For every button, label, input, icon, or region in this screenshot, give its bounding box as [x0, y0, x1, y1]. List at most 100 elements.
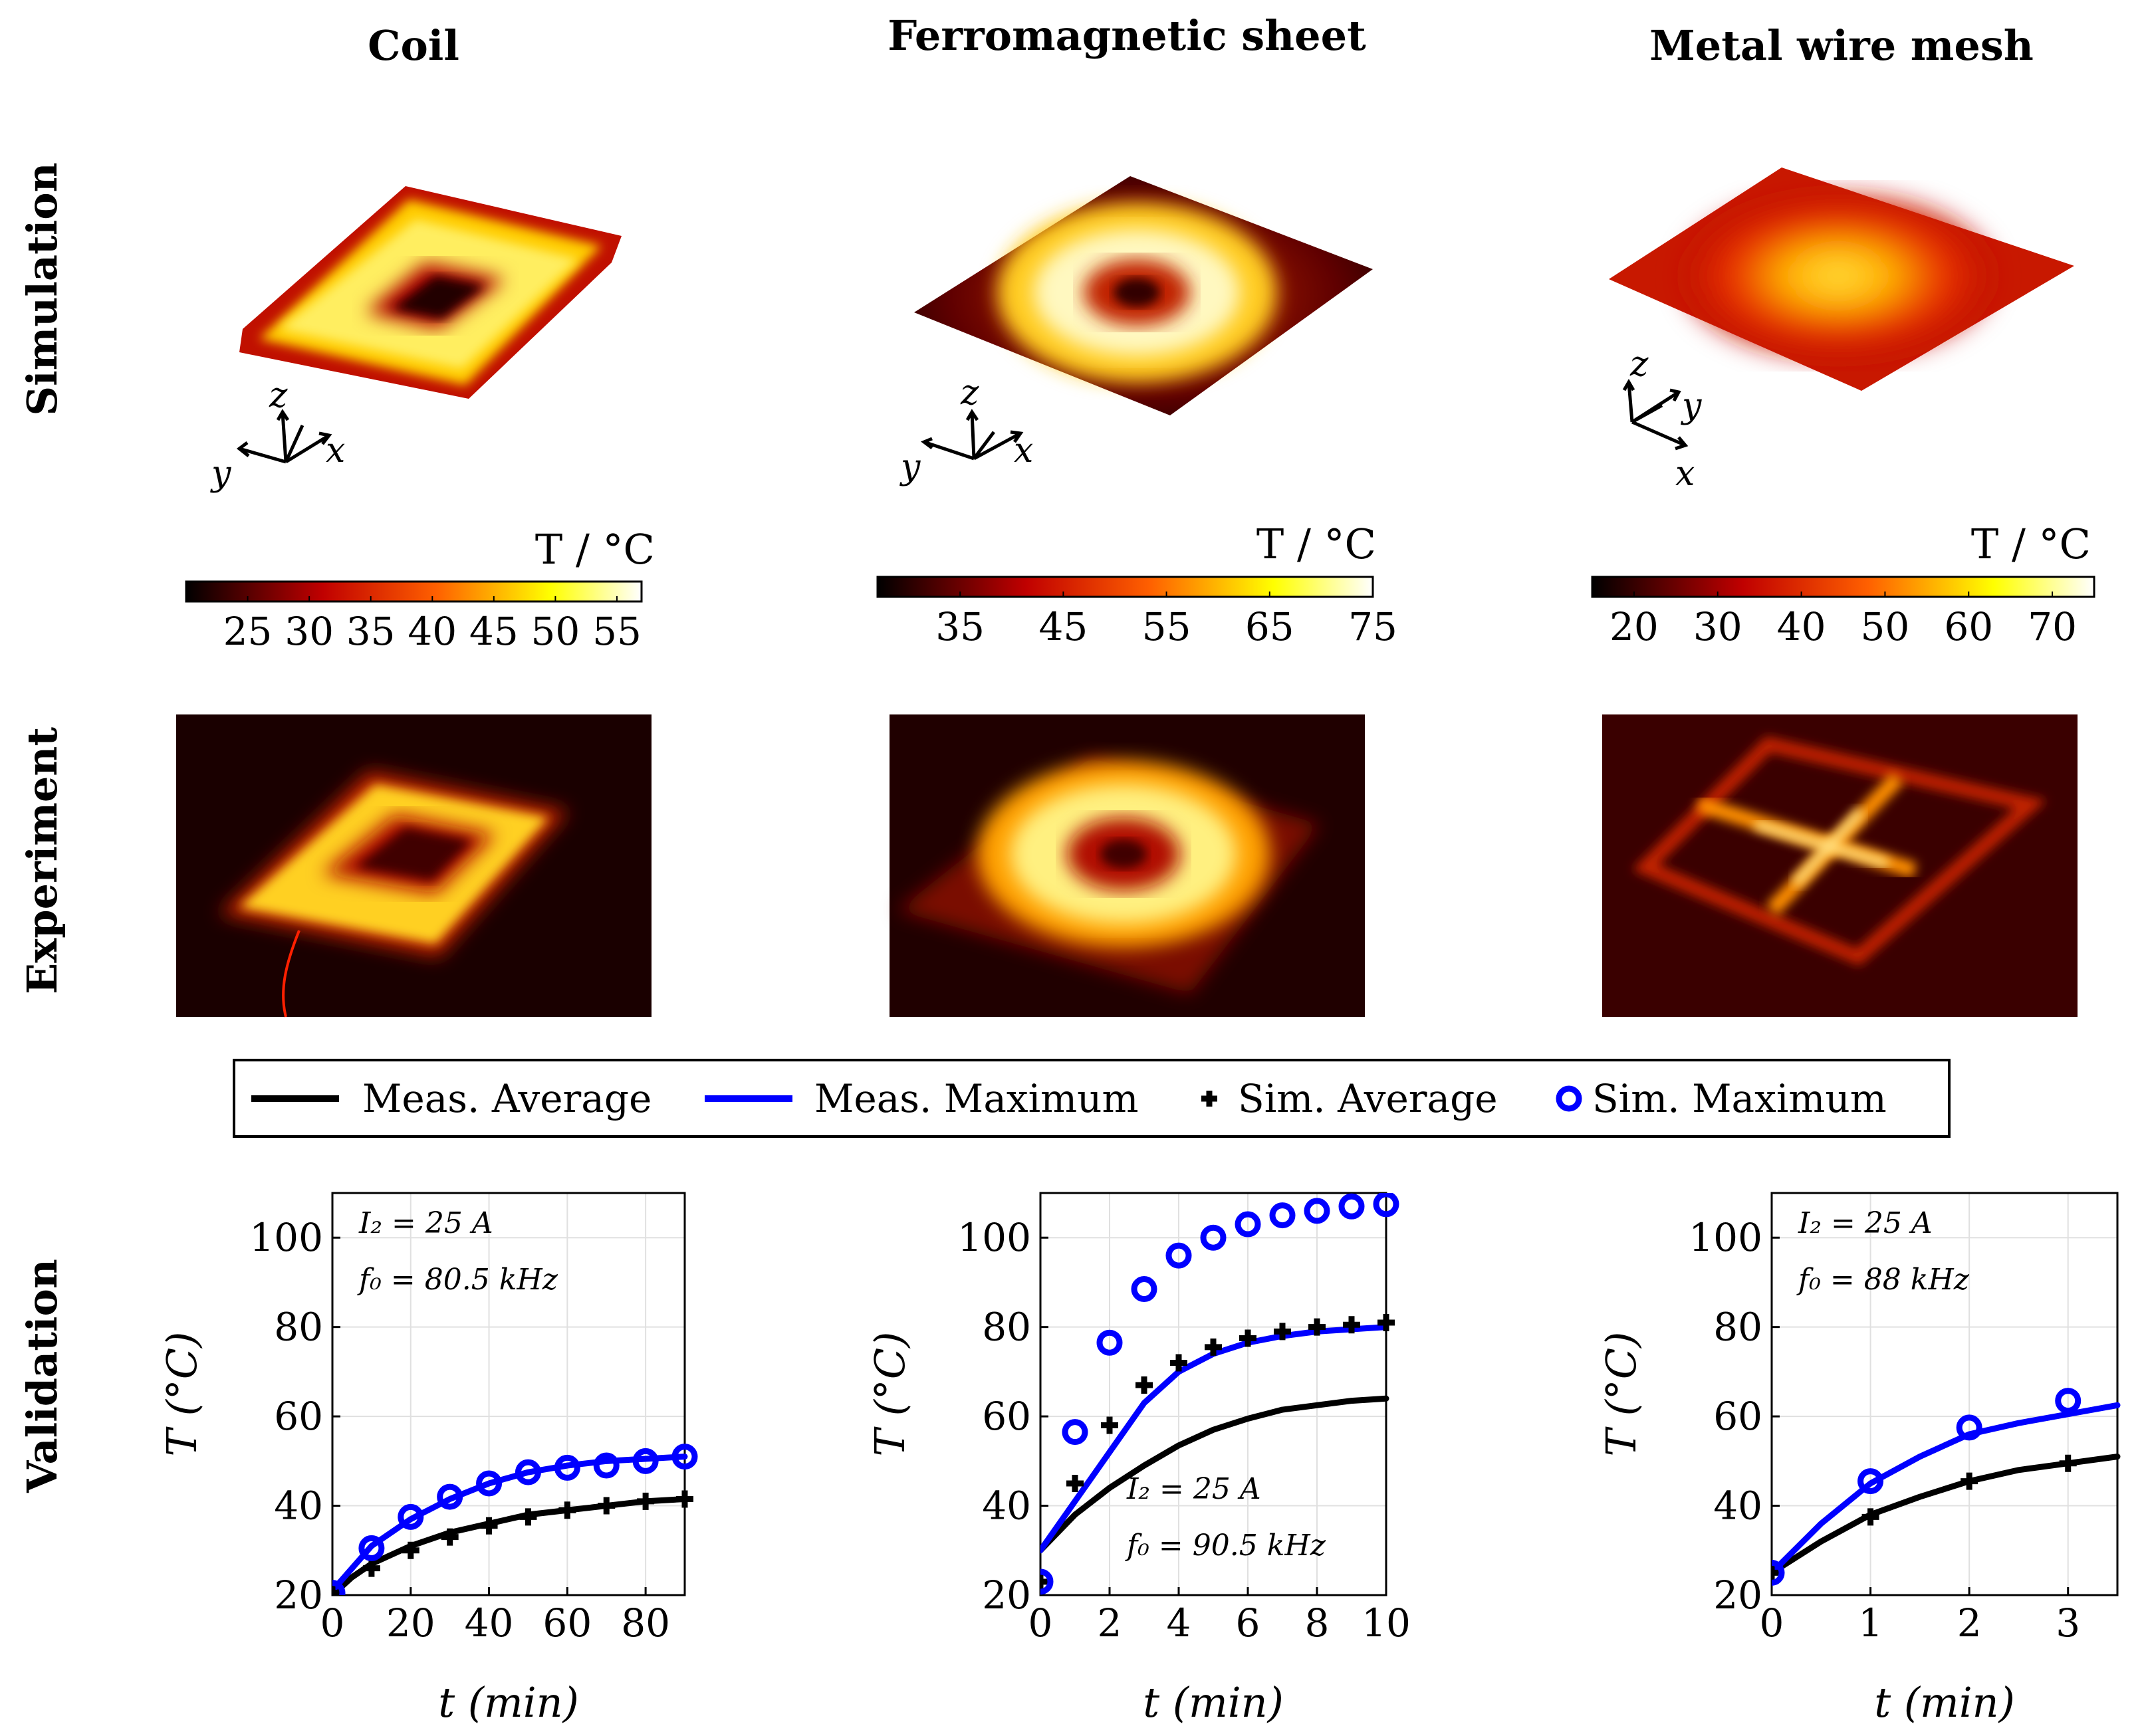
y-axis-label: T (°C) [866, 1332, 914, 1457]
series-line-meas-maximum [1772, 1402, 2121, 1576]
y-tick-label: 20 [1713, 1573, 1762, 1618]
sim-ferro-image [914, 176, 1373, 415]
exp-coil-image [176, 714, 652, 1018]
exp-ferro-image [890, 714, 1365, 1017]
y-tick-label: 100 [1689, 1215, 1762, 1260]
colorbar-tick-label: 60 [1944, 604, 1993, 649]
row-label-experiment: Experiment [18, 727, 66, 994]
series-line-meas-maximum [1040, 1324, 1389, 1554]
series-group [332, 1444, 698, 1595]
axis-letter-z-mesh: z [1629, 344, 1649, 384]
sim-average-point [480, 1517, 498, 1535]
axis-letter-z-ferro: z [960, 373, 979, 413]
sim-maximum-point [632, 1448, 659, 1474]
x-tick-label: 60 [542, 1600, 592, 1646]
sim-maximum-point [1200, 1224, 1227, 1251]
series-line-meas-average [1772, 1454, 2121, 1576]
plot-frame [1039, 1192, 1387, 1596]
y-tick-label: 80 [274, 1305, 323, 1350]
legend-box [233, 1059, 1951, 1138]
sim-maximum-point [1373, 1193, 1399, 1218]
colorbar-tick-label: 25 [223, 609, 273, 654]
plot-annotation: f₀ = 88 kHz [1796, 1263, 1970, 1297]
sim-average-point [1101, 1416, 1118, 1434]
legend: Meas. Average Meas. Maximum Sim. Average… [233, 1059, 1951, 1138]
plot-annotation: f₀ = 90.5 kHz [1125, 1529, 1326, 1563]
sim-average-point [1377, 1313, 1395, 1331]
series-group [1040, 1193, 1399, 1595]
sim-average-point [1135, 1376, 1153, 1394]
axis-letter-x-coil: x [326, 431, 345, 471]
plot-annotation: I₂ = 25 A [1126, 1472, 1261, 1506]
x-tick-label: 0 [1028, 1600, 1053, 1646]
sim-maximum-point [476, 1470, 503, 1497]
sim-maximum-point [332, 1580, 346, 1595]
colorbar-strip-coil [185, 580, 643, 603]
x-tick-label: 2 [1957, 1600, 1982, 1646]
sim-coil-image [239, 186, 622, 399]
x-tick-label: 20 [386, 1600, 435, 1646]
axis-letter-z-coil: z [269, 376, 288, 415]
sim-maximum-point [398, 1503, 424, 1530]
sim-average-point [637, 1492, 655, 1510]
x-tick-label: 10 [1362, 1600, 1411, 1646]
sim-average-point [1772, 1564, 1780, 1582]
colorbar-tick-label: 35 [346, 609, 396, 654]
x-axis-label: t (min) [438, 1678, 579, 1727]
plot-annotation: I₂ = 25 A [1798, 1206, 1933, 1240]
plot-frame [331, 1192, 686, 1596]
axes-glyph-ferro [921, 409, 1024, 461]
y-tick-label: 60 [274, 1394, 323, 1439]
x-tick-label: 6 [1236, 1600, 1260, 1646]
axes-glyph-coil [236, 409, 332, 464]
legend-label-sim-avg: Sim. Average [1238, 1076, 1498, 1121]
sim-maximum-point [515, 1459, 541, 1485]
sim-maximum-point [2055, 1388, 2082, 1414]
sim-average-point [1861, 1508, 1879, 1526]
plot-mesh: 20 40 60 80 100 0 1 2 3 t (min) T (°C) I₂ = 25 A f₀ … [1597, 1192, 2121, 1727]
series-line-meas-maximum [332, 1454, 688, 1594]
x-tick-label: 2 [1098, 1600, 1122, 1646]
series-line-meas-average [1040, 1395, 1389, 1554]
colorbar-coil: T / °C 25 30 35 40 45 50 55 [185, 525, 655, 654]
sim-average-point [1343, 1316, 1360, 1334]
sim-maximum-point [1956, 1414, 1982, 1441]
axis-letter-x-mesh: x [1675, 454, 1695, 494]
sim-average-point [1274, 1323, 1291, 1341]
sim-average-point [676, 1490, 693, 1508]
colorbar-tick-label: 45 [1038, 604, 1088, 649]
plot-annotation: f₀ = 80.5 kHz [357, 1263, 558, 1297]
sim-average-point [2059, 1454, 2077, 1472]
colorbar-tick-label: 20 [1609, 604, 1659, 649]
colorbar-tick-label: 75 [1348, 604, 1397, 649]
y-axis-label: T (°C) [158, 1332, 206, 1457]
sim-average-point [1170, 1354, 1187, 1372]
exp-mesh-image [1602, 714, 2078, 1017]
axis-letter-y-mesh: y [1681, 386, 1702, 426]
sim-average-point [519, 1508, 537, 1526]
sim-maximum-point [1062, 1419, 1088, 1446]
sim-maximum-point [1304, 1198, 1330, 1224]
row-label-simulation: Simulation [18, 162, 66, 415]
colorbar-tick-label: 70 [2028, 604, 2077, 649]
y-axis-label: T (°C) [1597, 1332, 1645, 1457]
sim-average-point [1308, 1318, 1326, 1336]
row-label-validation: Validation [18, 1259, 66, 1493]
legend-swatch-sim-avg [1201, 1091, 1217, 1107]
x-tick-label: 80 [621, 1600, 670, 1646]
sim-average-point [402, 1541, 419, 1559]
y-tick-label: 20 [274, 1573, 323, 1618]
sim-maximum-point [1269, 1202, 1296, 1229]
series-group [1772, 1388, 2121, 1586]
y-tick-label: 40 [1713, 1483, 1762, 1529]
sim-maximum-point [593, 1452, 620, 1479]
sim-maximum-point [1772, 1559, 1785, 1586]
y-tick-label: 80 [1713, 1305, 1762, 1350]
colorbar-tick-label: 65 [1245, 604, 1294, 649]
colorbar-tick-label: 45 [469, 609, 519, 654]
y-tick-label: 20 [982, 1573, 1031, 1618]
colorbar-ferro: T / °C 35 45 55 65 75 [876, 520, 1397, 649]
colorbar-tick-label: 55 [592, 609, 642, 654]
axis-letter-y-coil: y [210, 454, 231, 494]
